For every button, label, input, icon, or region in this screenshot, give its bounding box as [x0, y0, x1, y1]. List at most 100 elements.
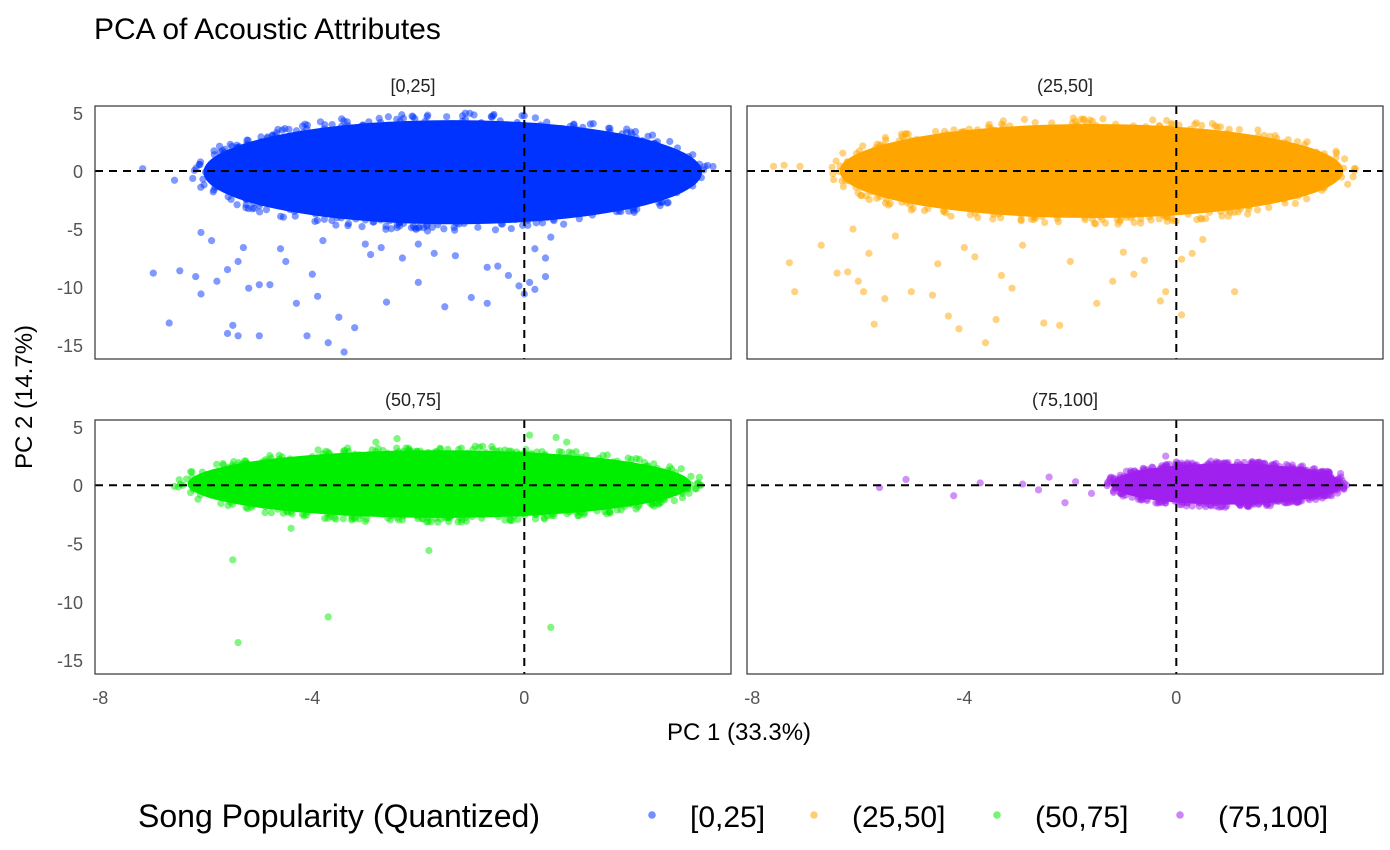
- data-point: [324, 613, 332, 621]
- data-point: [478, 442, 487, 450]
- legend: Song Popularity (Quantized) [0,25] (25,50…: [138, 798, 1328, 834]
- data-point: [541, 452, 549, 460]
- data-point: [1237, 134, 1245, 142]
- data-point: [269, 192, 277, 200]
- data-point: [431, 514, 440, 523]
- data-point: [673, 144, 682, 152]
- data-point: [1109, 277, 1117, 285]
- data-point: [1312, 148, 1320, 156]
- data-point: [1199, 235, 1207, 244]
- data-point: [317, 506, 326, 515]
- data-point: [424, 111, 432, 119]
- data-point: [1069, 114, 1077, 122]
- data-point: [292, 299, 300, 307]
- data-point: [409, 113, 417, 121]
- data-point: [586, 130, 594, 139]
- legend-entry: [0,25]: [648, 801, 765, 834]
- data-point: [264, 134, 272, 142]
- data-point: [580, 504, 588, 513]
- data-point: [375, 114, 383, 123]
- data-point: [272, 129, 281, 137]
- data-point: [1320, 150, 1328, 158]
- data-point: [488, 443, 496, 451]
- data-point: [242, 200, 250, 209]
- data-point: [862, 163, 871, 171]
- data-point: [224, 469, 233, 477]
- data-point: [791, 288, 799, 296]
- data-point: [497, 220, 505, 228]
- data-point: [234, 257, 242, 266]
- data-point: [966, 211, 974, 219]
- data-point: [629, 464, 637, 472]
- data-point: [361, 517, 369, 525]
- data-point: [335, 313, 343, 321]
- data-point: [585, 207, 593, 215]
- data-point: [849, 225, 857, 233]
- data-point: [290, 207, 298, 215]
- data-point: [635, 455, 643, 463]
- data-point: [1162, 288, 1170, 296]
- data-point: [494, 513, 503, 521]
- facet-panel: [0,25] 5 0 -5 -10 -15: [57, 76, 732, 360]
- data-point: [217, 468, 225, 476]
- data-point: [1163, 461, 1171, 469]
- data-point: [262, 503, 270, 511]
- data-point: [654, 186, 663, 194]
- data-point: [452, 121, 460, 129]
- data-point: [931, 127, 940, 136]
- data-point: [679, 152, 687, 160]
- y-tick-label: -10: [57, 593, 83, 613]
- data-point: [910, 140, 918, 148]
- data-point: [1145, 126, 1153, 134]
- data-point: [1253, 206, 1262, 214]
- data-point: [1137, 215, 1145, 223]
- data-point: [340, 348, 348, 356]
- data-point: [973, 126, 982, 134]
- data-point: [192, 273, 200, 281]
- data-point: [881, 158, 889, 167]
- data-point: [865, 195, 873, 204]
- data-point: [577, 453, 586, 461]
- data-point: [1098, 124, 1106, 132]
- y-tick-label: 0: [73, 476, 83, 496]
- data-point: [305, 205, 313, 213]
- data-point: [444, 445, 452, 453]
- data-point: [595, 454, 603, 463]
- data-point: [1260, 197, 1269, 206]
- data-point: [1160, 497, 1169, 505]
- data-point: [1172, 458, 1180, 466]
- data-point: [1093, 299, 1101, 307]
- data-point: [531, 114, 539, 122]
- data-point: [437, 515, 445, 523]
- data-point: [1321, 491, 1329, 499]
- data-point: [833, 269, 841, 277]
- data-point: [1319, 184, 1328, 192]
- facet-panels: [0,25] 5 0 -5 -10 -15 (25,50] (50,75] 5 0 -5 -10 -15…: [57, 76, 1384, 708]
- data-point: [267, 509, 275, 517]
- data-point: [327, 127, 335, 135]
- data-point: [496, 117, 504, 125]
- facet-title: (75,100]: [1032, 390, 1098, 410]
- data-point: [229, 556, 237, 564]
- data-point: [1122, 478, 1130, 486]
- data-point: [219, 486, 227, 495]
- data-point: [1205, 208, 1214, 216]
- data-point: [1124, 126, 1132, 134]
- data-point: [515, 282, 523, 290]
- data-point: [249, 155, 258, 164]
- data-point: [194, 495, 202, 503]
- data-point: [262, 463, 270, 471]
- data-point: [563, 438, 571, 446]
- data-point: [639, 147, 647, 155]
- data-point: [926, 135, 934, 143]
- data-point: [999, 122, 1008, 130]
- data-point: [504, 271, 512, 280]
- data-point: [1119, 248, 1127, 256]
- data-point: [898, 198, 906, 206]
- data-point: [878, 149, 887, 157]
- data-point: [1201, 462, 1209, 470]
- data-point: [898, 193, 906, 201]
- legend-marker: [1176, 811, 1184, 819]
- data-point: [1145, 467, 1153, 475]
- data-point: [255, 142, 263, 150]
